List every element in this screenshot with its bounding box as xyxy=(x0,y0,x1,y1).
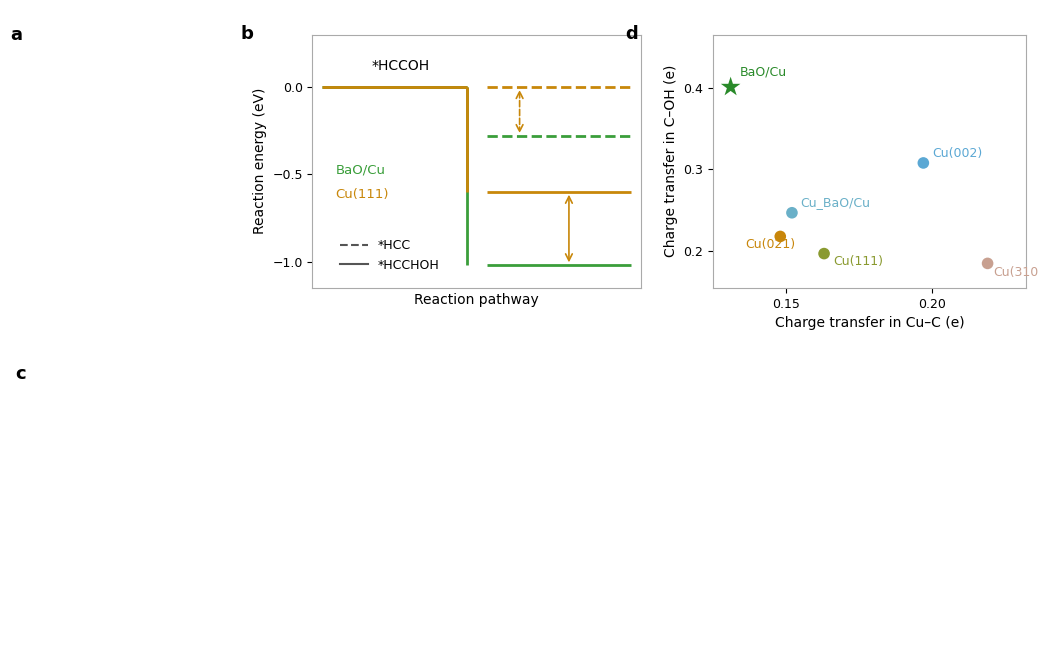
Point xyxy=(916,158,932,168)
Text: BaO/Cu: BaO/Cu xyxy=(739,66,787,79)
Text: Cu(021): Cu(021) xyxy=(745,238,795,251)
Y-axis label: Reaction energy (eV): Reaction energy (eV) xyxy=(252,88,267,234)
Text: Cu(111): Cu(111) xyxy=(335,188,389,201)
Text: Cu_BaO/Cu: Cu_BaO/Cu xyxy=(800,197,871,210)
Text: d: d xyxy=(626,25,638,43)
Text: c: c xyxy=(16,365,26,384)
Text: Cu(111): Cu(111) xyxy=(832,255,883,268)
X-axis label: Charge transfer in Cu–C (e): Charge transfer in Cu–C (e) xyxy=(774,316,964,330)
Point xyxy=(979,258,995,269)
Point xyxy=(722,82,739,92)
Y-axis label: Charge transfer in C–OH (e): Charge transfer in C–OH (e) xyxy=(664,65,678,258)
Text: Cu(310): Cu(310) xyxy=(993,266,1038,279)
X-axis label: Reaction pathway: Reaction pathway xyxy=(414,293,539,308)
Point xyxy=(816,249,832,259)
Text: *HCCOH: *HCCOH xyxy=(372,58,430,73)
Text: BaO/Cu: BaO/Cu xyxy=(335,164,385,177)
Point xyxy=(772,231,789,241)
Text: b: b xyxy=(240,25,253,43)
Text: Cu(002): Cu(002) xyxy=(932,147,982,160)
Point xyxy=(784,208,800,218)
Text: a: a xyxy=(10,25,23,43)
Legend: *HCC, *HCCHOH: *HCC, *HCCHOH xyxy=(335,234,444,276)
